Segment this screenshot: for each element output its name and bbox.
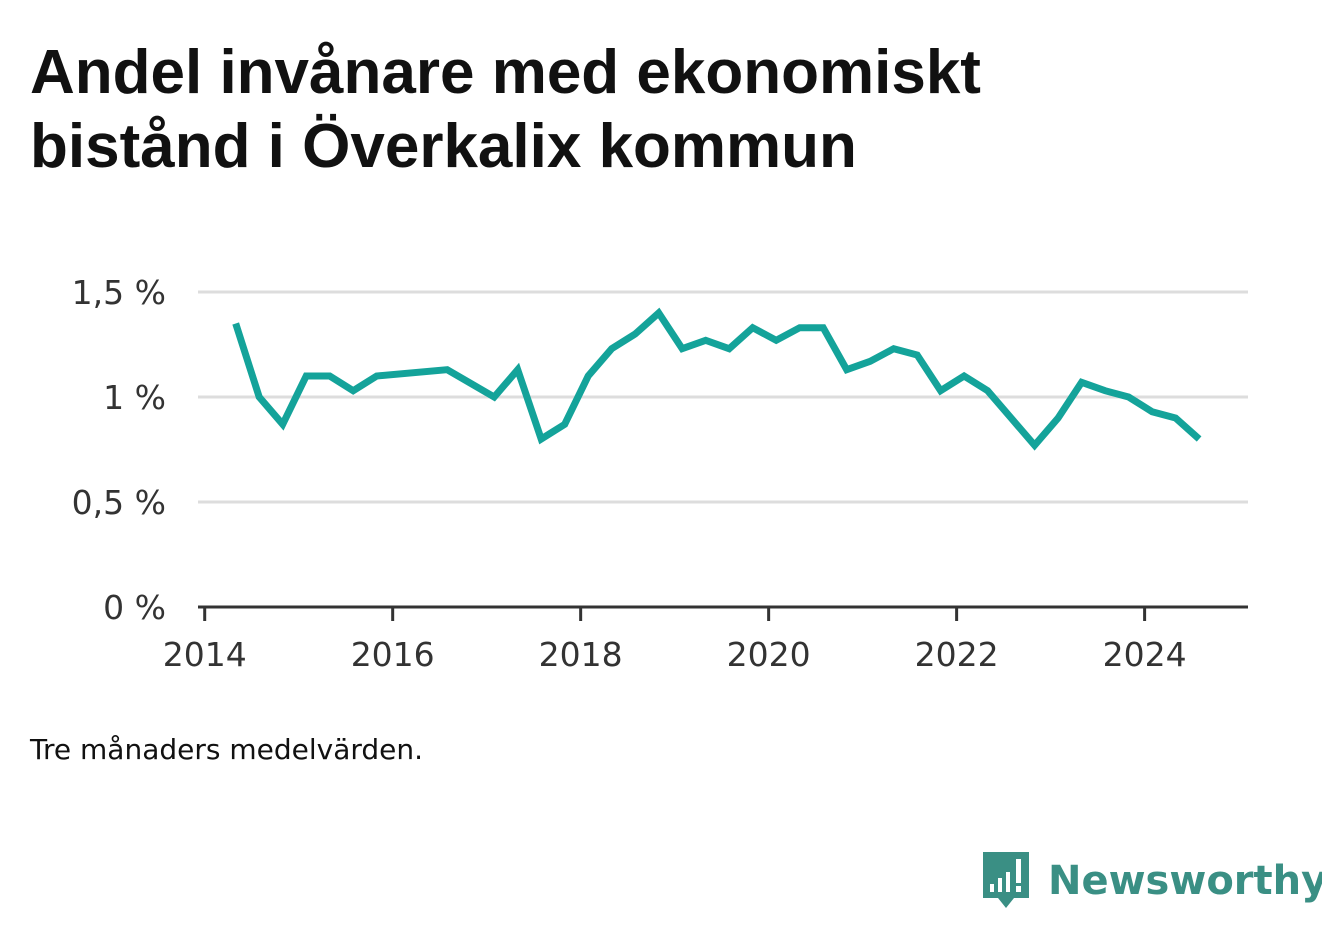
x-tick-label: 2024 (1103, 635, 1187, 674)
x-tick-label: 2022 (915, 635, 999, 674)
series-layer (232, 307, 1202, 451)
y-axis-labels: 0 % 0,5 % 1 % 1,5 % (72, 273, 166, 627)
y-tick-label: 1,5 % (72, 273, 166, 312)
x-axis: 2014 2016 2018 2020 2022 2024 (163, 605, 1248, 674)
line-chart: 0 % 0,5 % 1 % 1,5 % 2014 2016 2018 2020 2022 202… (72, 273, 1248, 674)
x-tick-label: 2020 (727, 635, 811, 674)
newsworthy-logo-icon (983, 852, 1029, 908)
chart-title-line-1: Andel invånare med ekonomiskt (30, 38, 981, 107)
x-tick-label: 2018 (539, 635, 623, 674)
x-tick-label: 2014 (163, 635, 247, 674)
series-line-0 (232, 307, 1202, 451)
chart-title-line-2: bistånd i Överkalix kommun (30, 112, 857, 181)
y-tick-label: 0,5 % (72, 483, 166, 522)
x-tick-label: 2016 (351, 635, 435, 674)
grid-layer (198, 290, 1248, 504)
chart-note: Tre månaders medelvärden. (30, 733, 424, 766)
y-tick-label: 0 % (103, 588, 166, 627)
y-tick-label: 1 % (103, 378, 166, 417)
newsworthy-logo: Newsworthy (980, 850, 1322, 912)
newsworthy-logo-text: Newsworthy (1048, 858, 1322, 904)
chart-title: Andel invånare med ekonomiskt bistånd i … (30, 36, 1270, 184)
